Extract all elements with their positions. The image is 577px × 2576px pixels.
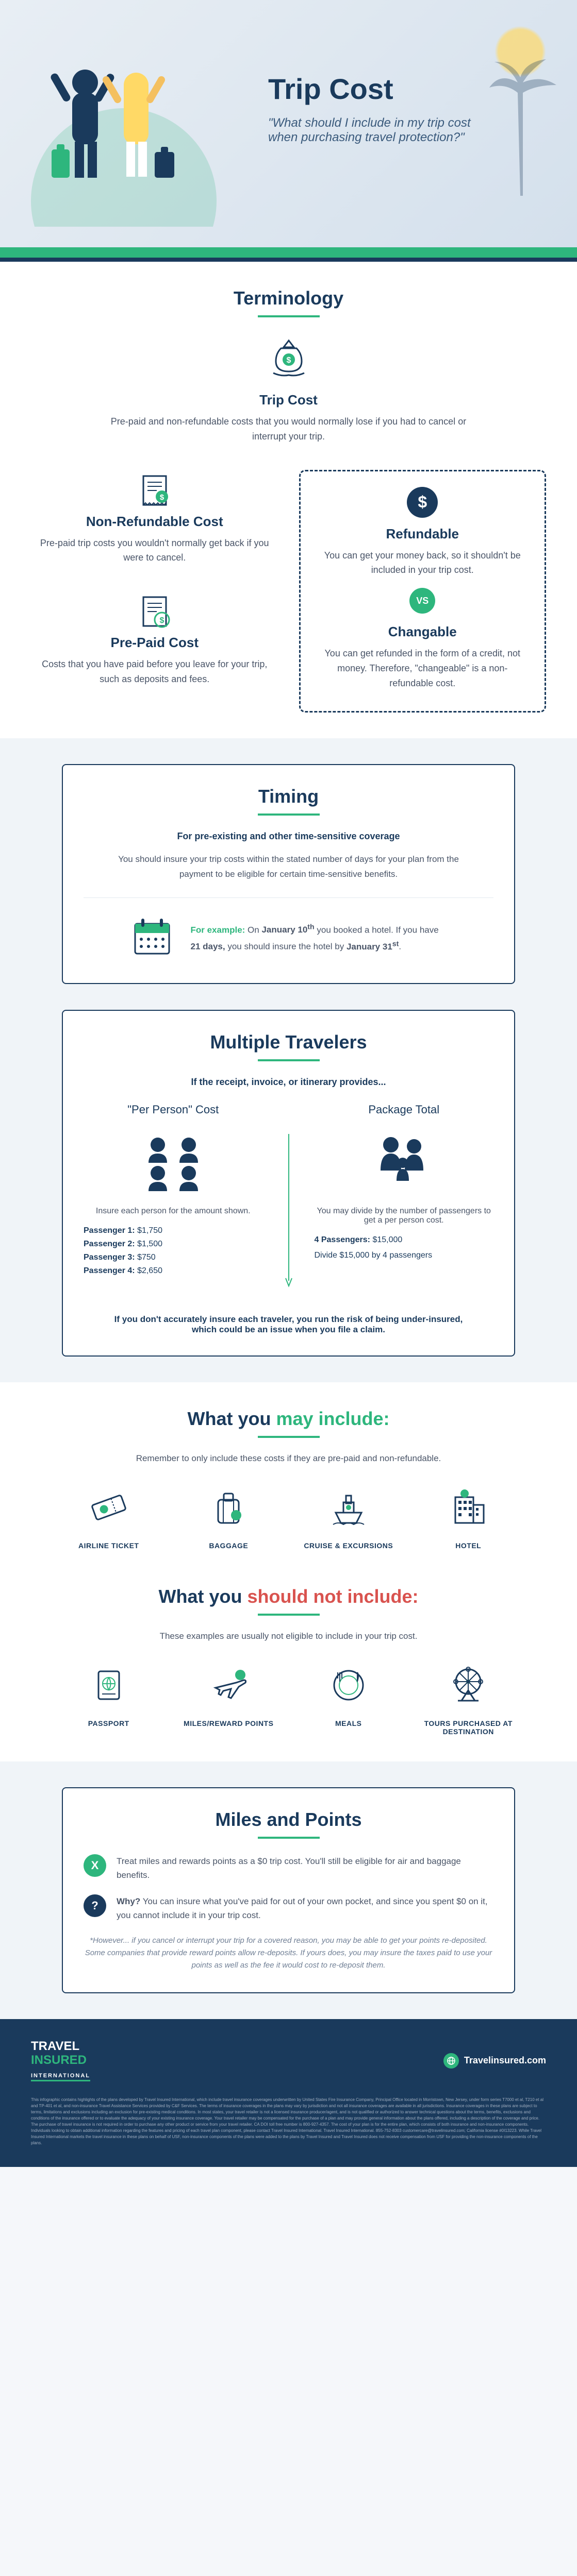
terminology-heading: Terminology	[31, 287, 546, 317]
family-icon	[315, 1132, 494, 1196]
pre-paid-desc: Costs that you have paid before you leav…	[31, 657, 278, 687]
changeable-desc: You can get refunded in the form of a cr…	[316, 646, 530, 690]
page-subtitle: "What should I include in my trip cost w…	[268, 116, 474, 145]
money-bag-icon: $	[108, 333, 469, 382]
passport-item: PASSPORT	[57, 1662, 161, 1736]
vs-badge: VS	[409, 588, 435, 614]
timing-subtitle: For pre-existing and other time-sensitiv…	[84, 831, 493, 842]
trip-cost-desc: Pre-paid and non-refundable costs that y…	[108, 414, 469, 444]
meals-icon	[296, 1662, 401, 1711]
miles-item: MILES/REWARD POINTS	[176, 1662, 281, 1736]
per-person-desc: Insure each person for the amount shown.	[84, 1207, 263, 1216]
changeable-title: Changable	[316, 624, 530, 640]
globe-icon	[443, 2053, 459, 2069]
hotel-item: HOTEL	[416, 1484, 521, 1550]
example-label: For example:	[191, 925, 245, 935]
timing-heading: Timing	[84, 786, 493, 816]
footer-url[interactable]: Travelinsured.com	[443, 2053, 546, 2069]
non-refundable-title: Non-Refundable Cost	[31, 514, 278, 530]
meals-item: MEALS	[296, 1662, 401, 1736]
ferris-wheel-icon	[416, 1662, 521, 1711]
cruise-icon	[296, 1484, 401, 1533]
may-include-subtitle: Remember to only include these costs if …	[31, 1453, 546, 1464]
miles-note: *However... if you cancel or interrupt y…	[84, 1935, 493, 1972]
miles-row1: Treat miles and rewards points as a $0 t…	[117, 1854, 493, 1882]
four-people-icon	[84, 1132, 263, 1196]
plane-icon	[176, 1662, 281, 1711]
cruise-item: CRUISE & EXCURSIONS	[296, 1484, 401, 1550]
multiple-heading: Multiple Travelers	[84, 1031, 493, 1061]
palm-decoration	[474, 41, 567, 196]
baggage-icon	[176, 1484, 281, 1533]
hero-section: Trip Cost "What should I include in my t…	[0, 0, 577, 247]
baggage-item: BAGGAGE	[176, 1484, 281, 1550]
multiple-warning: If you don't accurately insure each trav…	[108, 1304, 469, 1335]
calendar-icon	[129, 913, 175, 962]
x-badge: X	[84, 1854, 106, 1877]
non-refundable-desc: Pre-paid trip costs you wouldn't normall…	[31, 536, 278, 566]
not-include-section: What you should not include: These examp…	[0, 1575, 577, 1761]
refundable-changeable-box: $ Refundable You can get your money back…	[299, 470, 547, 713]
footer-logo: TRAVEL INSURED INTERNATIONAL	[31, 2040, 90, 2081]
timing-text: You should insure your trip costs within…	[108, 852, 469, 882]
package-total-desc: You may divide by the number of passenge…	[315, 1207, 494, 1225]
svg-text:$: $	[160, 493, 164, 502]
green-divider	[0, 247, 577, 258]
passenger-list: Passenger 1: $1,750 Passenger 2: $1,500 …	[84, 1226, 263, 1276]
svg-text:$: $	[286, 356, 291, 365]
not-include-subtitle: These examples are usually not eligible …	[31, 1631, 546, 1641]
refundable-title: Refundable	[316, 526, 530, 542]
miles-row2: Why? You can insure what you've paid for…	[117, 1894, 493, 1922]
ticket-icon	[57, 1484, 161, 1533]
hotel-icon	[416, 1484, 521, 1533]
multiple-subtitle: If the receipt, invoice, or itinerary pr…	[84, 1077, 493, 1088]
svg-text:$: $	[159, 616, 164, 625]
multiple-section: Multiple Travelers If the receipt, invoi…	[0, 1010, 577, 1382]
dollar-icon: $	[407, 487, 438, 518]
receipt-icon: $	[31, 470, 278, 514]
may-include-heading: What you may include:	[31, 1408, 546, 1438]
travelers-illustration	[21, 21, 227, 227]
navy-divider	[0, 258, 577, 262]
timing-example-text: For example: On January 10th you booked …	[191, 921, 449, 955]
may-include-section: What you may include: Remember to only i…	[0, 1382, 577, 1575]
divider-arrow	[273, 1103, 304, 1289]
passport-icon	[57, 1662, 161, 1711]
footer: TRAVEL INSURED INTERNATIONAL Travelinsur…	[0, 2019, 577, 2167]
trip-cost-title: Trip Cost	[108, 392, 469, 408]
footer-legal: This infographic contains highlights of …	[31, 2097, 546, 2146]
terminology-section: Terminology $ Trip Cost Pre-paid and non…	[0, 262, 577, 738]
invoice-icon: $	[31, 591, 278, 635]
question-badge: ?	[84, 1894, 106, 1917]
timing-section: Timing For pre-existing and other time-s…	[0, 738, 577, 1010]
miles-heading: Miles and Points	[84, 1809, 493, 1839]
package-total-title: Package Total	[315, 1103, 494, 1116]
per-person-title: "Per Person" Cost	[84, 1103, 263, 1116]
refundable-desc: You can get your money back, so it shoul…	[316, 548, 530, 578]
tours-item: TOURS PURCHASED AT DESTINATION	[416, 1662, 521, 1736]
package-calc: 4 Passengers: $15,000 Divide $15,000 by …	[315, 1235, 494, 1260]
airline-ticket-item: AIRLINE TICKET	[57, 1484, 161, 1550]
not-include-heading: What you should not include:	[31, 1586, 546, 1616]
pre-paid-title: Pre-Paid Cost	[31, 635, 278, 651]
miles-section: Miles and Points X Treat miles and rewar…	[0, 1761, 577, 2020]
